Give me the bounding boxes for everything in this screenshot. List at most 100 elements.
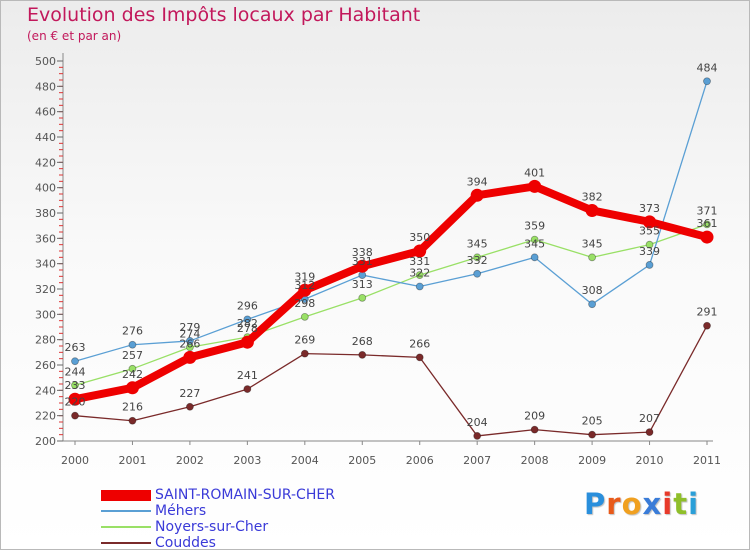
- data-label: 298: [294, 297, 315, 310]
- data-point: [473, 253, 482, 262]
- data-label: 204: [467, 416, 488, 429]
- data-point: [71, 381, 79, 390]
- data-label: 205: [582, 415, 603, 428]
- data-point: [700, 230, 714, 244]
- legend-swatch: [101, 542, 151, 544]
- x-tick-label: 2010: [636, 454, 664, 467]
- data-point: [643, 215, 657, 229]
- data-point: [186, 337, 194, 345]
- data-label: 345: [582, 237, 603, 250]
- data-label: 282: [237, 317, 258, 330]
- logo-letter: x: [642, 487, 663, 521]
- data-point: [473, 269, 482, 278]
- data-point: [530, 253, 539, 262]
- x-tick-label: 2004: [291, 454, 319, 467]
- x-tick-label: 2006: [406, 454, 434, 467]
- data-label: 207: [639, 412, 660, 425]
- data-label: 257: [122, 349, 143, 362]
- legend-label: Méhers: [155, 503, 207, 519]
- data-point: [415, 282, 424, 291]
- y-tick-label: 220: [35, 410, 56, 423]
- proxiti-logo: Proxiti: [584, 487, 699, 521]
- data-label: 331: [352, 255, 373, 268]
- data-point: [703, 321, 711, 330]
- legend-swatch: [101, 489, 151, 501]
- x-tick-label: 2002: [176, 454, 204, 467]
- data-label: 241: [237, 369, 258, 382]
- x-tick-label: 2000: [61, 454, 89, 467]
- data-point: [473, 432, 482, 440]
- data-point: [413, 244, 427, 258]
- data-label: 359: [524, 220, 545, 233]
- data-label: 279: [179, 321, 200, 334]
- chart-title: Evolution des Impôts locaux par Habitant: [27, 4, 421, 26]
- data-point: [358, 350, 367, 359]
- y-tick-label: 420: [35, 156, 56, 169]
- x-tick-label: 2007: [463, 454, 491, 467]
- data-label: 220: [65, 396, 86, 409]
- y-tick-label: 280: [35, 334, 56, 347]
- data-point: [588, 430, 596, 439]
- data-point: [243, 315, 252, 324]
- y-tick-label: 500: [35, 55, 56, 68]
- data-label: 345: [524, 237, 545, 250]
- data-label: 373: [639, 202, 660, 215]
- x-tick-label: 2003: [233, 454, 261, 467]
- data-label: 350: [409, 231, 430, 244]
- data-point: [128, 364, 137, 373]
- data-point: [530, 235, 539, 244]
- data-label: 371: [697, 204, 718, 217]
- logo-letter: P: [584, 487, 607, 521]
- data-label: 233: [65, 379, 86, 392]
- data-label: 263: [65, 341, 86, 354]
- data-point: [703, 77, 711, 86]
- y-tick-label: 380: [35, 207, 56, 220]
- series-line: [74, 223, 708, 386]
- y-tick-label: 240: [35, 384, 56, 397]
- data-label: 361: [697, 217, 718, 230]
- data-label: 276: [122, 325, 143, 338]
- data-label: 266: [179, 337, 200, 350]
- y-tick-label: 480: [35, 80, 56, 93]
- data-point: [645, 240, 654, 249]
- logo-letter: r: [606, 487, 622, 521]
- data-point: [415, 271, 424, 279]
- data-label: 338: [352, 246, 373, 259]
- y-tick-label: 460: [35, 106, 56, 119]
- data-label: 227: [179, 387, 200, 400]
- data-label: 308: [582, 284, 603, 297]
- data-point: [300, 349, 309, 358]
- data-point: [588, 300, 596, 309]
- series-line: [71, 182, 711, 404]
- data-point: [243, 385, 252, 393]
- data-point: [183, 350, 197, 364]
- data-label: 322: [409, 266, 430, 279]
- data-label: 484: [697, 61, 718, 74]
- logo-letter: t: [673, 487, 689, 521]
- data-label: 312: [294, 279, 315, 292]
- data-label: 355: [639, 225, 660, 238]
- data-point: [128, 340, 137, 349]
- data-point: [470, 188, 484, 202]
- data-label: 244: [65, 365, 86, 378]
- data-label: 332: [467, 254, 488, 267]
- legend-swatch: [101, 510, 151, 512]
- data-label: 269: [294, 334, 315, 347]
- series-line: [74, 325, 708, 437]
- data-label: 242: [122, 368, 143, 381]
- data-point: [240, 335, 254, 349]
- y-tick-label: 200: [35, 435, 56, 448]
- legend-label: Noyers-sur-Cher: [155, 519, 269, 535]
- data-point: [528, 179, 542, 193]
- data-label: 313: [352, 278, 373, 291]
- data-label: 291: [697, 306, 718, 319]
- x-tick-label: 2011: [693, 454, 721, 467]
- data-label: 401: [524, 166, 545, 179]
- data-point: [530, 425, 539, 434]
- legend-label: Couddes: [155, 535, 216, 550]
- data-point: [298, 283, 312, 297]
- data-label: 216: [122, 401, 143, 414]
- data-point: [125, 381, 139, 395]
- data-point: [703, 220, 711, 229]
